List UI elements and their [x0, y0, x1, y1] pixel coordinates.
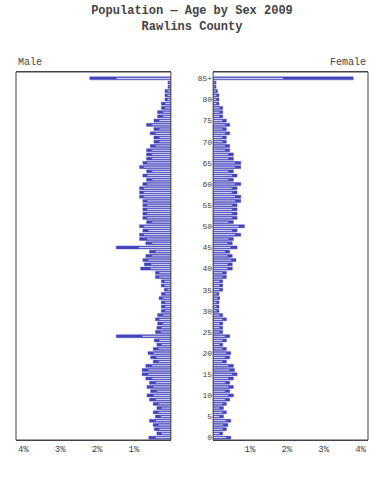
svg-text:40: 40 [203, 264, 213, 273]
svg-text:15: 15 [203, 370, 213, 379]
svg-text:50: 50 [203, 222, 213, 231]
svg-text:85+: 85+ [198, 74, 213, 83]
svg-text:3%: 3% [55, 445, 66, 455]
svg-text:2%: 2% [92, 445, 103, 455]
svg-text:0: 0 [207, 433, 212, 442]
svg-text:45: 45 [203, 243, 213, 252]
svg-text:70: 70 [203, 138, 213, 147]
svg-text:35: 35 [203, 286, 213, 295]
svg-text:1%: 1% [245, 445, 256, 455]
svg-text:3%: 3% [318, 445, 329, 455]
svg-text:10: 10 [203, 391, 213, 400]
svg-text:65: 65 [203, 159, 213, 168]
svg-text:20: 20 [203, 349, 213, 358]
svg-text:4%: 4% [355, 445, 366, 455]
svg-text:Female: Female [330, 57, 366, 68]
svg-text:4%: 4% [18, 445, 29, 455]
svg-text:1%: 1% [129, 445, 140, 455]
svg-text:60: 60 [203, 180, 213, 189]
svg-text:75: 75 [203, 116, 213, 125]
svg-text:30: 30 [203, 307, 213, 316]
svg-text:Population — Age by Sex 2009Ra: Population — Age by Sex 2009Rawlins Coun… [91, 4, 293, 34]
svg-text:25: 25 [203, 328, 213, 337]
svg-text:5: 5 [207, 412, 212, 421]
svg-text:55: 55 [203, 201, 213, 210]
svg-text:2%: 2% [281, 445, 292, 455]
svg-text:Male: Male [18, 57, 42, 68]
svg-text:80: 80 [203, 95, 213, 104]
